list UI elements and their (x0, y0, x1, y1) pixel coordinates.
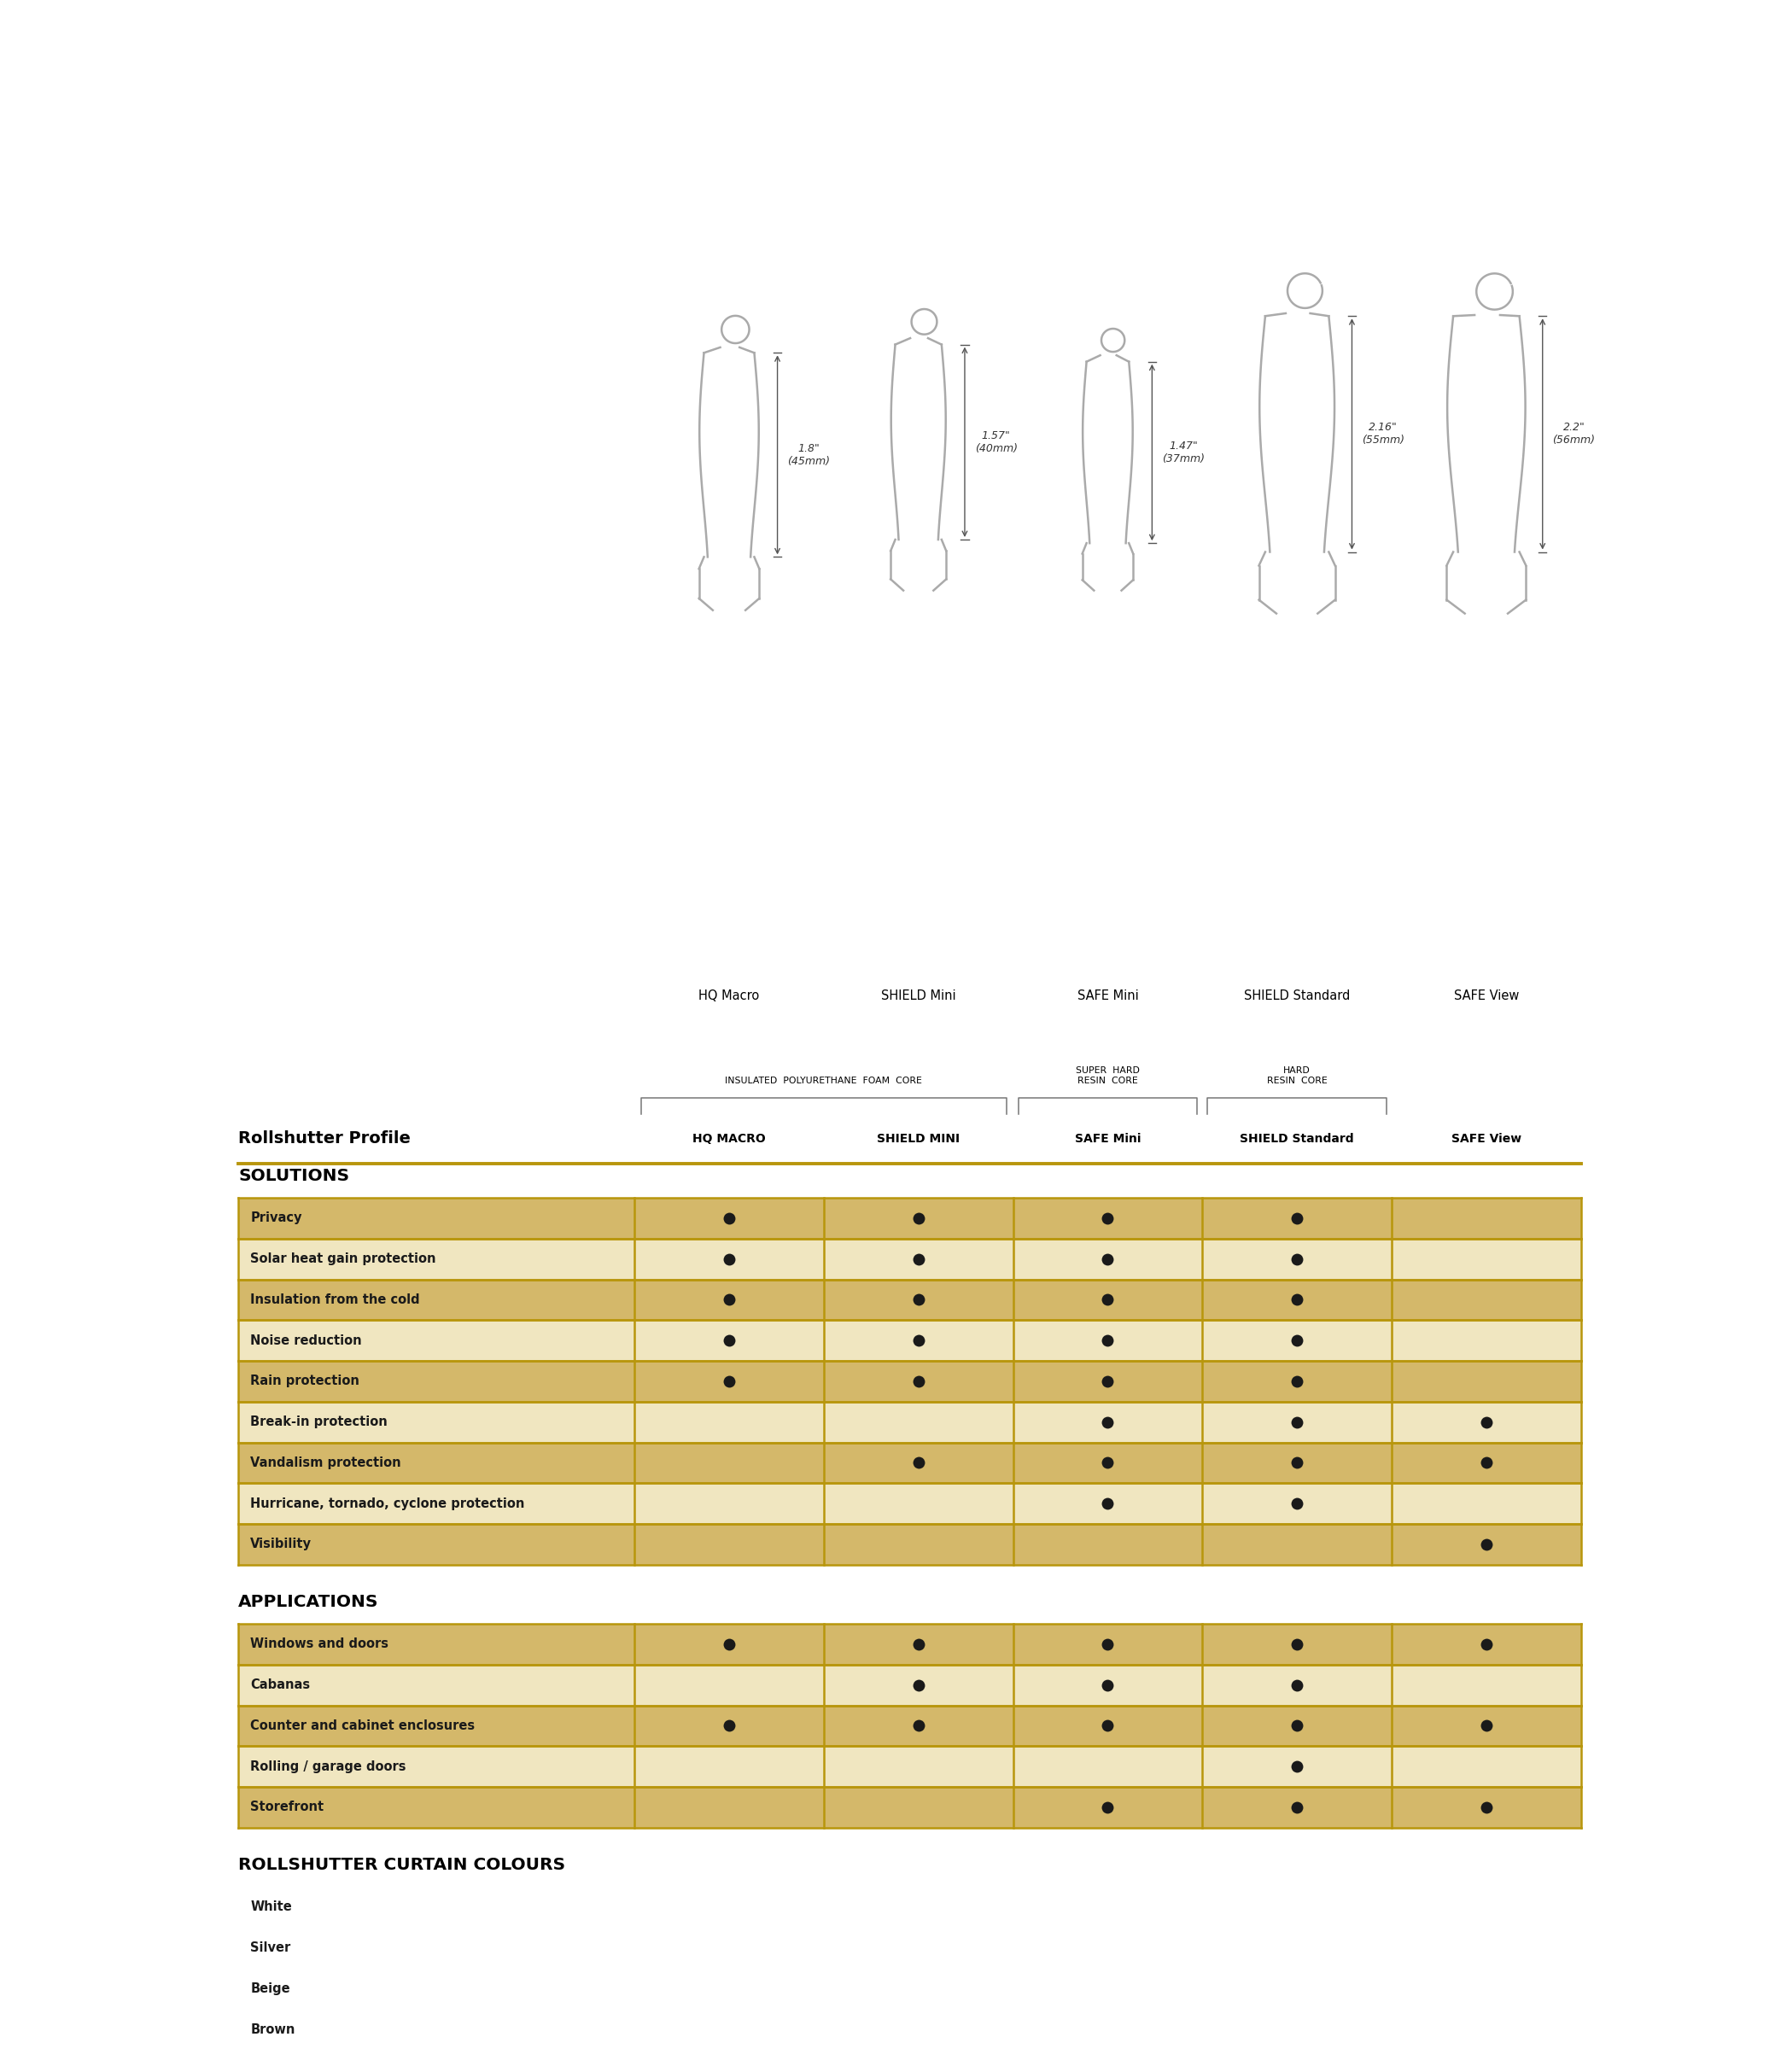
Text: SHIELD Standard: SHIELD Standard (1244, 990, 1351, 1003)
Text: SAFE Mini: SAFE Mini (1077, 990, 1138, 1003)
Bar (238, 1888, 1582, 1927)
Text: Brown: Brown (250, 2022, 295, 2037)
Text: Rolling / garage doors: Rolling / garage doors (250, 1759, 406, 1774)
Bar (238, 1786, 1582, 1828)
Bar (238, 1198, 1582, 1239)
Text: ROLLSHUTTER CURTAIN COLOURS: ROLLSHUTTER CURTAIN COLOURS (238, 1857, 566, 1873)
Bar (238, 1624, 1582, 1664)
Text: 1.8"
(45mm): 1.8" (45mm) (788, 443, 831, 466)
Text: Break-in protection: Break-in protection (250, 1415, 387, 1428)
Text: SUPER  HARD
RESIN  CORE: SUPER HARD RESIN CORE (1076, 1067, 1140, 1086)
Text: 2.16"
(55mm): 2.16" (55mm) (1361, 423, 1404, 445)
Text: SAFE Mini: SAFE Mini (1074, 1133, 1141, 1144)
Bar (238, 1664, 1582, 1705)
Text: HQ Macro: HQ Macro (699, 990, 760, 1003)
Bar (238, 2010, 1582, 2049)
Text: APPLICATIONS: APPLICATIONS (238, 1593, 378, 1610)
Text: HQ MACRO: HQ MACRO (692, 1133, 765, 1144)
Bar (238, 1320, 1582, 1361)
Text: Storefront: Storefront (250, 1801, 323, 1813)
Text: Beige: Beige (250, 1983, 289, 1995)
Bar (238, 1523, 1582, 1564)
Bar (238, 1927, 1582, 1968)
Text: SOLUTIONS: SOLUTIONS (238, 1169, 350, 1183)
Text: Counter and cabinet enclosures: Counter and cabinet enclosures (250, 1720, 476, 1732)
Text: SHIELD MINI: SHIELD MINI (877, 1133, 960, 1144)
Text: SAFE View: SAFE View (1454, 990, 1519, 1003)
Bar (238, 1442, 1582, 1484)
Bar (238, 1747, 1582, 1786)
Text: Cabanas: Cabanas (250, 1678, 311, 1691)
Text: Rollshutter Profile: Rollshutter Profile (238, 1131, 410, 1146)
Bar (238, 1278, 1582, 1320)
Text: HARD
RESIN  CORE: HARD RESIN CORE (1267, 1067, 1328, 1086)
Text: Silver: Silver (250, 1941, 291, 1954)
Text: Windows and doors: Windows and doors (250, 1637, 389, 1651)
Bar (238, 1484, 1582, 1523)
Bar (238, 1705, 1582, 1747)
Text: Insulation from the cold: Insulation from the cold (250, 1293, 421, 1305)
Text: 2.2"
(56mm): 2.2" (56mm) (1553, 423, 1596, 445)
Text: Vandalism protection: Vandalism protection (250, 1457, 401, 1469)
Text: SHIELD Mini: SHIELD Mini (880, 990, 955, 1003)
Text: White: White (250, 1900, 291, 1915)
Bar (238, 1968, 1582, 2010)
Text: 1.57"
(40mm): 1.57" (40mm) (974, 431, 1017, 454)
Text: Rain protection: Rain protection (250, 1376, 360, 1388)
Text: SHIELD Standard: SHIELD Standard (1241, 1133, 1354, 1144)
Bar (238, 1239, 1582, 1278)
Text: Visibility: Visibility (250, 1537, 312, 1550)
Text: Noise reduction: Noise reduction (250, 1334, 362, 1347)
Text: SAFE View: SAFE View (1452, 1133, 1521, 1144)
Bar (238, 1361, 1582, 1401)
Text: Solar heat gain protection: Solar heat gain protection (250, 1254, 437, 1266)
Text: Hurricane, tornado, cyclone protection: Hurricane, tornado, cyclone protection (250, 1498, 525, 1510)
Text: INSULATED  POLYURETHANE  FOAM  CORE: INSULATED POLYURETHANE FOAM CORE (726, 1075, 923, 1086)
Text: Privacy: Privacy (250, 1212, 302, 1225)
Text: 1.47"
(37mm): 1.47" (37mm) (1163, 441, 1205, 464)
Bar (238, 1401, 1582, 1442)
